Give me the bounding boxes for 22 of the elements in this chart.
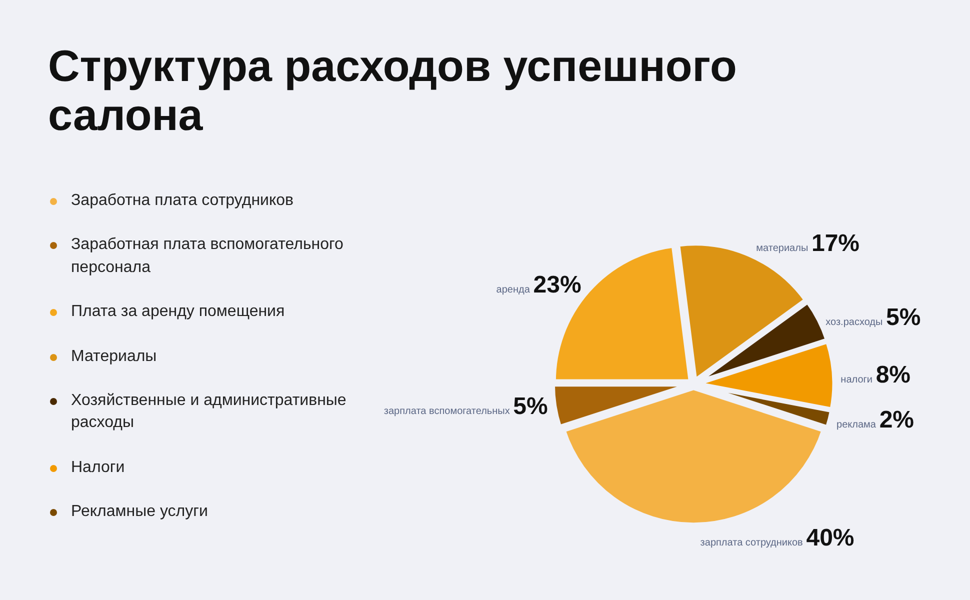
legend-label: Материалы [71,346,157,367]
text: аренда [496,284,530,296]
data-label: 17% [811,230,860,258]
text: зарплата вспомогательных [384,406,510,417]
text: реклама [836,419,876,430]
data-label: 8% [876,362,911,389]
data-label: 40% [806,524,854,552]
legend-label: Плата за аренду помещения [71,302,285,322]
legend-label: Рекламные услуги [71,502,208,522]
text: хоз.расходы [826,316,883,328]
legend-label: Хозяйственные и административные расходы [71,392,346,432]
legend-label: Заработная плата вспомогательного персонала [71,235,344,278]
legend-label: Налоги [71,458,125,478]
text: налоги [840,374,872,386]
data-label: 2% [879,406,914,434]
text: материалы [756,243,808,254]
data-label: 5% [886,304,921,331]
legend-label: Заработна плата сотрудников [71,191,294,211]
data-label: 23% [533,272,582,299]
text: зарплата сотрудников [700,538,803,549]
chart-title: Структура расходов успешного салона [48,42,738,141]
data-label: 5% [513,392,548,420]
